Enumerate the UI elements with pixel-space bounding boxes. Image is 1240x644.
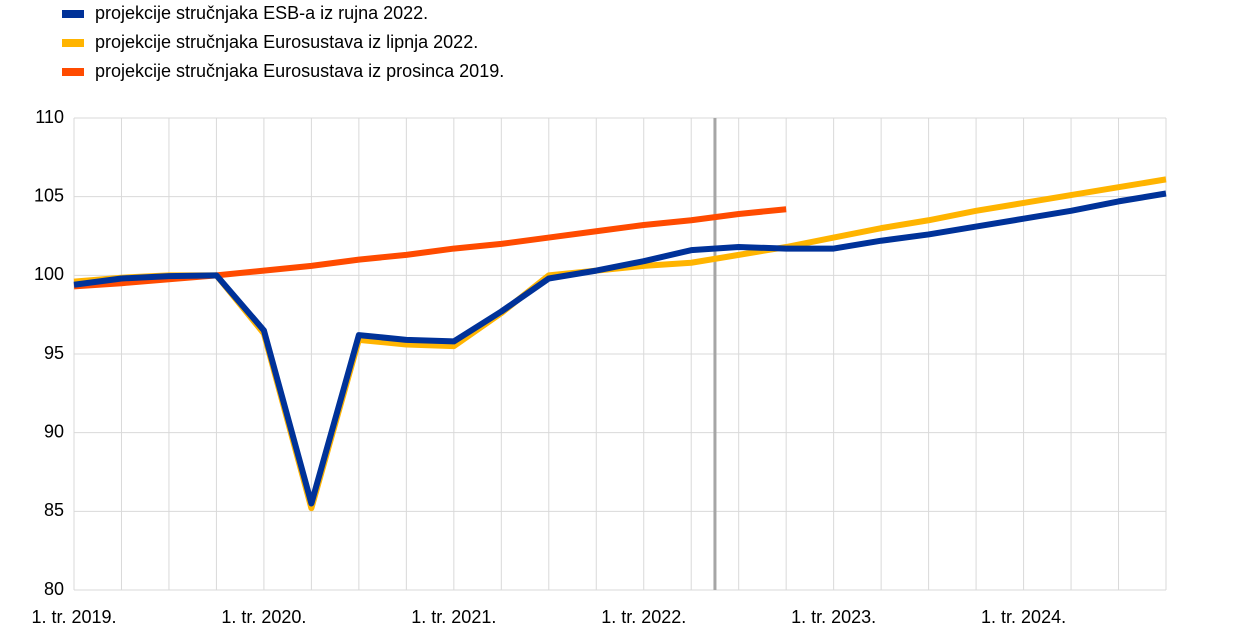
y-tick-label: 95 <box>44 343 64 363</box>
legend-swatch <box>62 10 84 18</box>
series-line <box>73 190 1167 507</box>
x-tick-label: 1. tr. 2023. <box>791 607 876 627</box>
y-tick-label: 100 <box>34 264 64 284</box>
y-tick-label: 90 <box>44 421 64 441</box>
x-tick-label: 1. tr. 2021. <box>411 607 496 627</box>
x-tick-label: 1. tr. 2024. <box>981 607 1066 627</box>
legend-label: projekcije stručnjaka Eurosustava iz lip… <box>95 32 478 52</box>
legend-swatch <box>62 68 84 76</box>
y-tick-label: 105 <box>34 185 64 205</box>
x-tick-label: 1. tr. 2020. <box>221 607 306 627</box>
y-tick-label: 80 <box>44 579 64 599</box>
y-tick-label: 110 <box>35 107 64 127</box>
legend-label: projekcije stručnjaka Eurosustava iz pro… <box>95 61 504 81</box>
x-tick-label: 1. tr. 2019. <box>31 607 116 627</box>
x-tick-label: 1. tr. 2022. <box>601 607 686 627</box>
y-tick-label: 85 <box>44 500 64 520</box>
legend-swatch <box>62 39 84 47</box>
legend-label: projekcije stručnjaka ESB-a iz rujna 202… <box>95 3 428 23</box>
